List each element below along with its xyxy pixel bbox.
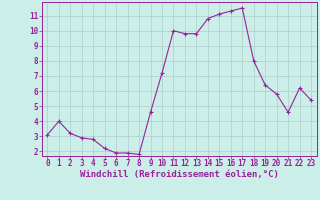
X-axis label: Windchill (Refroidissement éolien,°C): Windchill (Refroidissement éolien,°C) xyxy=(80,170,279,179)
